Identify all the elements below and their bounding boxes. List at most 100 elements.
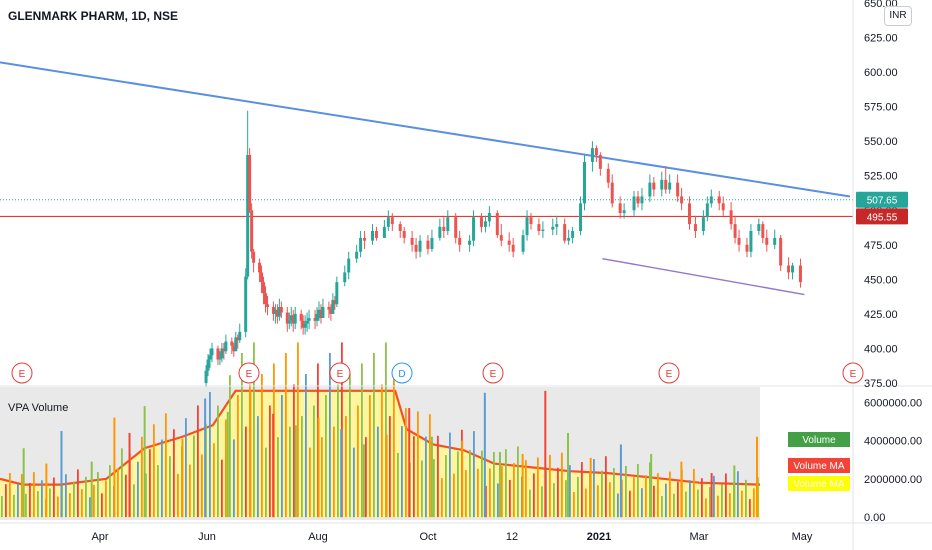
symbol-title: GLENMARK PHARM, 1D, NSE <box>8 9 178 23</box>
candle-body <box>410 237 414 245</box>
volume-bar <box>645 475 647 518</box>
volume-bar <box>485 485 487 518</box>
volume-bar-tall <box>60 431 63 518</box>
time-tick-label: Aug <box>308 531 328 543</box>
candle-body <box>224 341 228 352</box>
volume-bar <box>109 465 111 518</box>
volume-bar <box>245 426 247 518</box>
volume-bar <box>421 460 423 518</box>
event-marker-e: E <box>11 362 33 384</box>
volume-bar <box>321 437 323 518</box>
volume-bar <box>77 469 79 518</box>
price-tick-label: 600.00 <box>864 67 898 79</box>
candle-body <box>271 307 275 314</box>
volume-bar <box>81 489 83 518</box>
candle-body <box>222 348 226 352</box>
candle-body <box>511 244 515 252</box>
volume-bar <box>497 483 499 518</box>
volume-bar <box>353 447 355 518</box>
candle-body <box>563 224 567 241</box>
candle-body <box>579 203 583 231</box>
candle-body <box>717 196 721 204</box>
candle-body <box>402 231 406 238</box>
currency-badge[interactable]: INR <box>884 6 912 26</box>
volume-bar <box>149 449 151 518</box>
volume-bar <box>1 496 3 518</box>
volume-bar <box>465 470 467 518</box>
volume-bar <box>21 473 23 518</box>
volume-bar <box>373 352 375 518</box>
candle-body <box>285 312 289 324</box>
time-tick-label: Mar <box>690 531 709 543</box>
candle-body <box>632 196 636 211</box>
candle-body <box>220 348 224 359</box>
candle-body <box>525 217 529 236</box>
volume-pane[interactable] <box>0 342 761 520</box>
candle-body <box>374 231 378 238</box>
candle-body <box>208 355 212 360</box>
candle-body <box>246 155 250 277</box>
event-circle <box>482 362 504 384</box>
volume-bar <box>301 416 303 518</box>
volume-bar <box>289 426 291 518</box>
volume-bar <box>125 474 127 518</box>
time-tick-label: Jun <box>198 531 216 543</box>
price-pane[interactable] <box>0 61 853 388</box>
volume-bar <box>265 447 267 518</box>
price-tick-label: 475.00 <box>864 240 898 252</box>
volume-bar <box>193 435 195 518</box>
volume-bar <box>529 489 531 518</box>
volume-bar <box>549 454 551 518</box>
last-price-label-bg <box>856 191 908 208</box>
candle-body <box>652 182 656 190</box>
volume-bar <box>37 491 39 518</box>
candle-body <box>313 318 317 321</box>
volume-bar <box>705 498 707 518</box>
volume-bar <box>673 493 675 518</box>
volume-bar <box>513 463 515 518</box>
volume-bar <box>305 373 307 518</box>
volume-bar <box>633 477 635 518</box>
price-tick-label: 650.00 <box>864 0 898 10</box>
volume-bar <box>457 451 459 518</box>
price-tick-label: 450.00 <box>864 274 898 286</box>
overlay: GLENMARK PHARM, 1D, NSE VPA Volume <box>8 9 178 414</box>
volume-bar-tall <box>567 432 569 518</box>
volume-bar <box>653 485 655 518</box>
event-circle <box>238 362 260 384</box>
candle-body <box>555 224 559 227</box>
candle-body <box>529 217 533 225</box>
volume-bar <box>629 490 631 518</box>
volume-bar-tall <box>733 465 736 518</box>
candle-body <box>729 210 733 225</box>
volume-bar <box>389 416 391 518</box>
candle-body <box>264 293 268 305</box>
volume-bar <box>709 487 711 518</box>
volume-bar <box>593 459 595 518</box>
volume-bar <box>737 471 739 518</box>
candle-body <box>265 304 269 307</box>
candle-body <box>660 179 664 190</box>
candle-body <box>273 309 277 314</box>
event-circle <box>391 362 413 384</box>
candle-body <box>594 148 598 155</box>
volume-bar <box>153 424 155 518</box>
volume-bar <box>309 447 311 518</box>
volume-bar <box>293 384 295 518</box>
volume-bar <box>721 484 723 518</box>
candle-body <box>636 196 640 204</box>
volume-bar-tall <box>272 413 275 518</box>
candle-body <box>347 258 351 273</box>
volume-bar <box>577 476 579 518</box>
volume-bar <box>445 455 447 518</box>
event-letter: E <box>246 369 253 380</box>
event-marker-e: E <box>329 362 351 384</box>
volume-bar <box>157 465 159 518</box>
volume-bar <box>165 413 167 518</box>
volume-bar <box>385 342 387 518</box>
candle-body <box>319 309 323 319</box>
candle-body <box>551 226 555 230</box>
candle-body <box>495 213 499 236</box>
candle-body <box>779 237 783 266</box>
